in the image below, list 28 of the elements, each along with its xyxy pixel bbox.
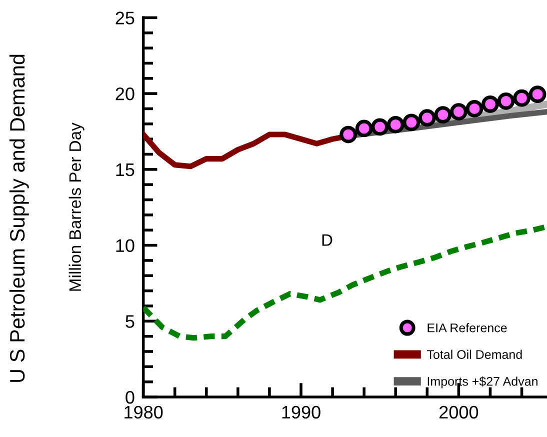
y-tick-label: 20 <box>116 87 134 100</box>
y-tick-label: 10 <box>116 239 134 252</box>
y-axis-title: Million Barrels Per Day <box>68 122 84 291</box>
point <box>528 86 546 103</box>
x-tick-label: 1990 <box>282 406 320 419</box>
point <box>418 109 436 127</box>
y-tick-label: 5 <box>126 315 134 328</box>
point <box>513 89 530 107</box>
y-tick-label: 15 <box>116 164 134 176</box>
x-tick-label: 2000 <box>440 406 478 419</box>
legend-label: Total Oil Demand <box>427 350 522 359</box>
point <box>355 120 373 138</box>
point <box>466 100 484 118</box>
point <box>434 106 452 124</box>
annotation: D <box>322 234 332 246</box>
point <box>482 96 499 113</box>
point <box>340 126 357 144</box>
x-tick-label: 1980 <box>124 406 163 419</box>
point <box>371 118 389 136</box>
y-tick-label: 0 <box>126 390 134 404</box>
point <box>497 92 515 110</box>
point <box>402 114 420 132</box>
legend-label: Imports +$27 Advan <box>428 376 538 388</box>
legend-label: EIA Reference <box>428 323 507 332</box>
point <box>450 103 468 120</box>
text: U S Petroleum Supply and Demand <box>9 54 29 382</box>
y-tick-label: 25 <box>116 12 134 24</box>
point <box>386 116 404 134</box>
